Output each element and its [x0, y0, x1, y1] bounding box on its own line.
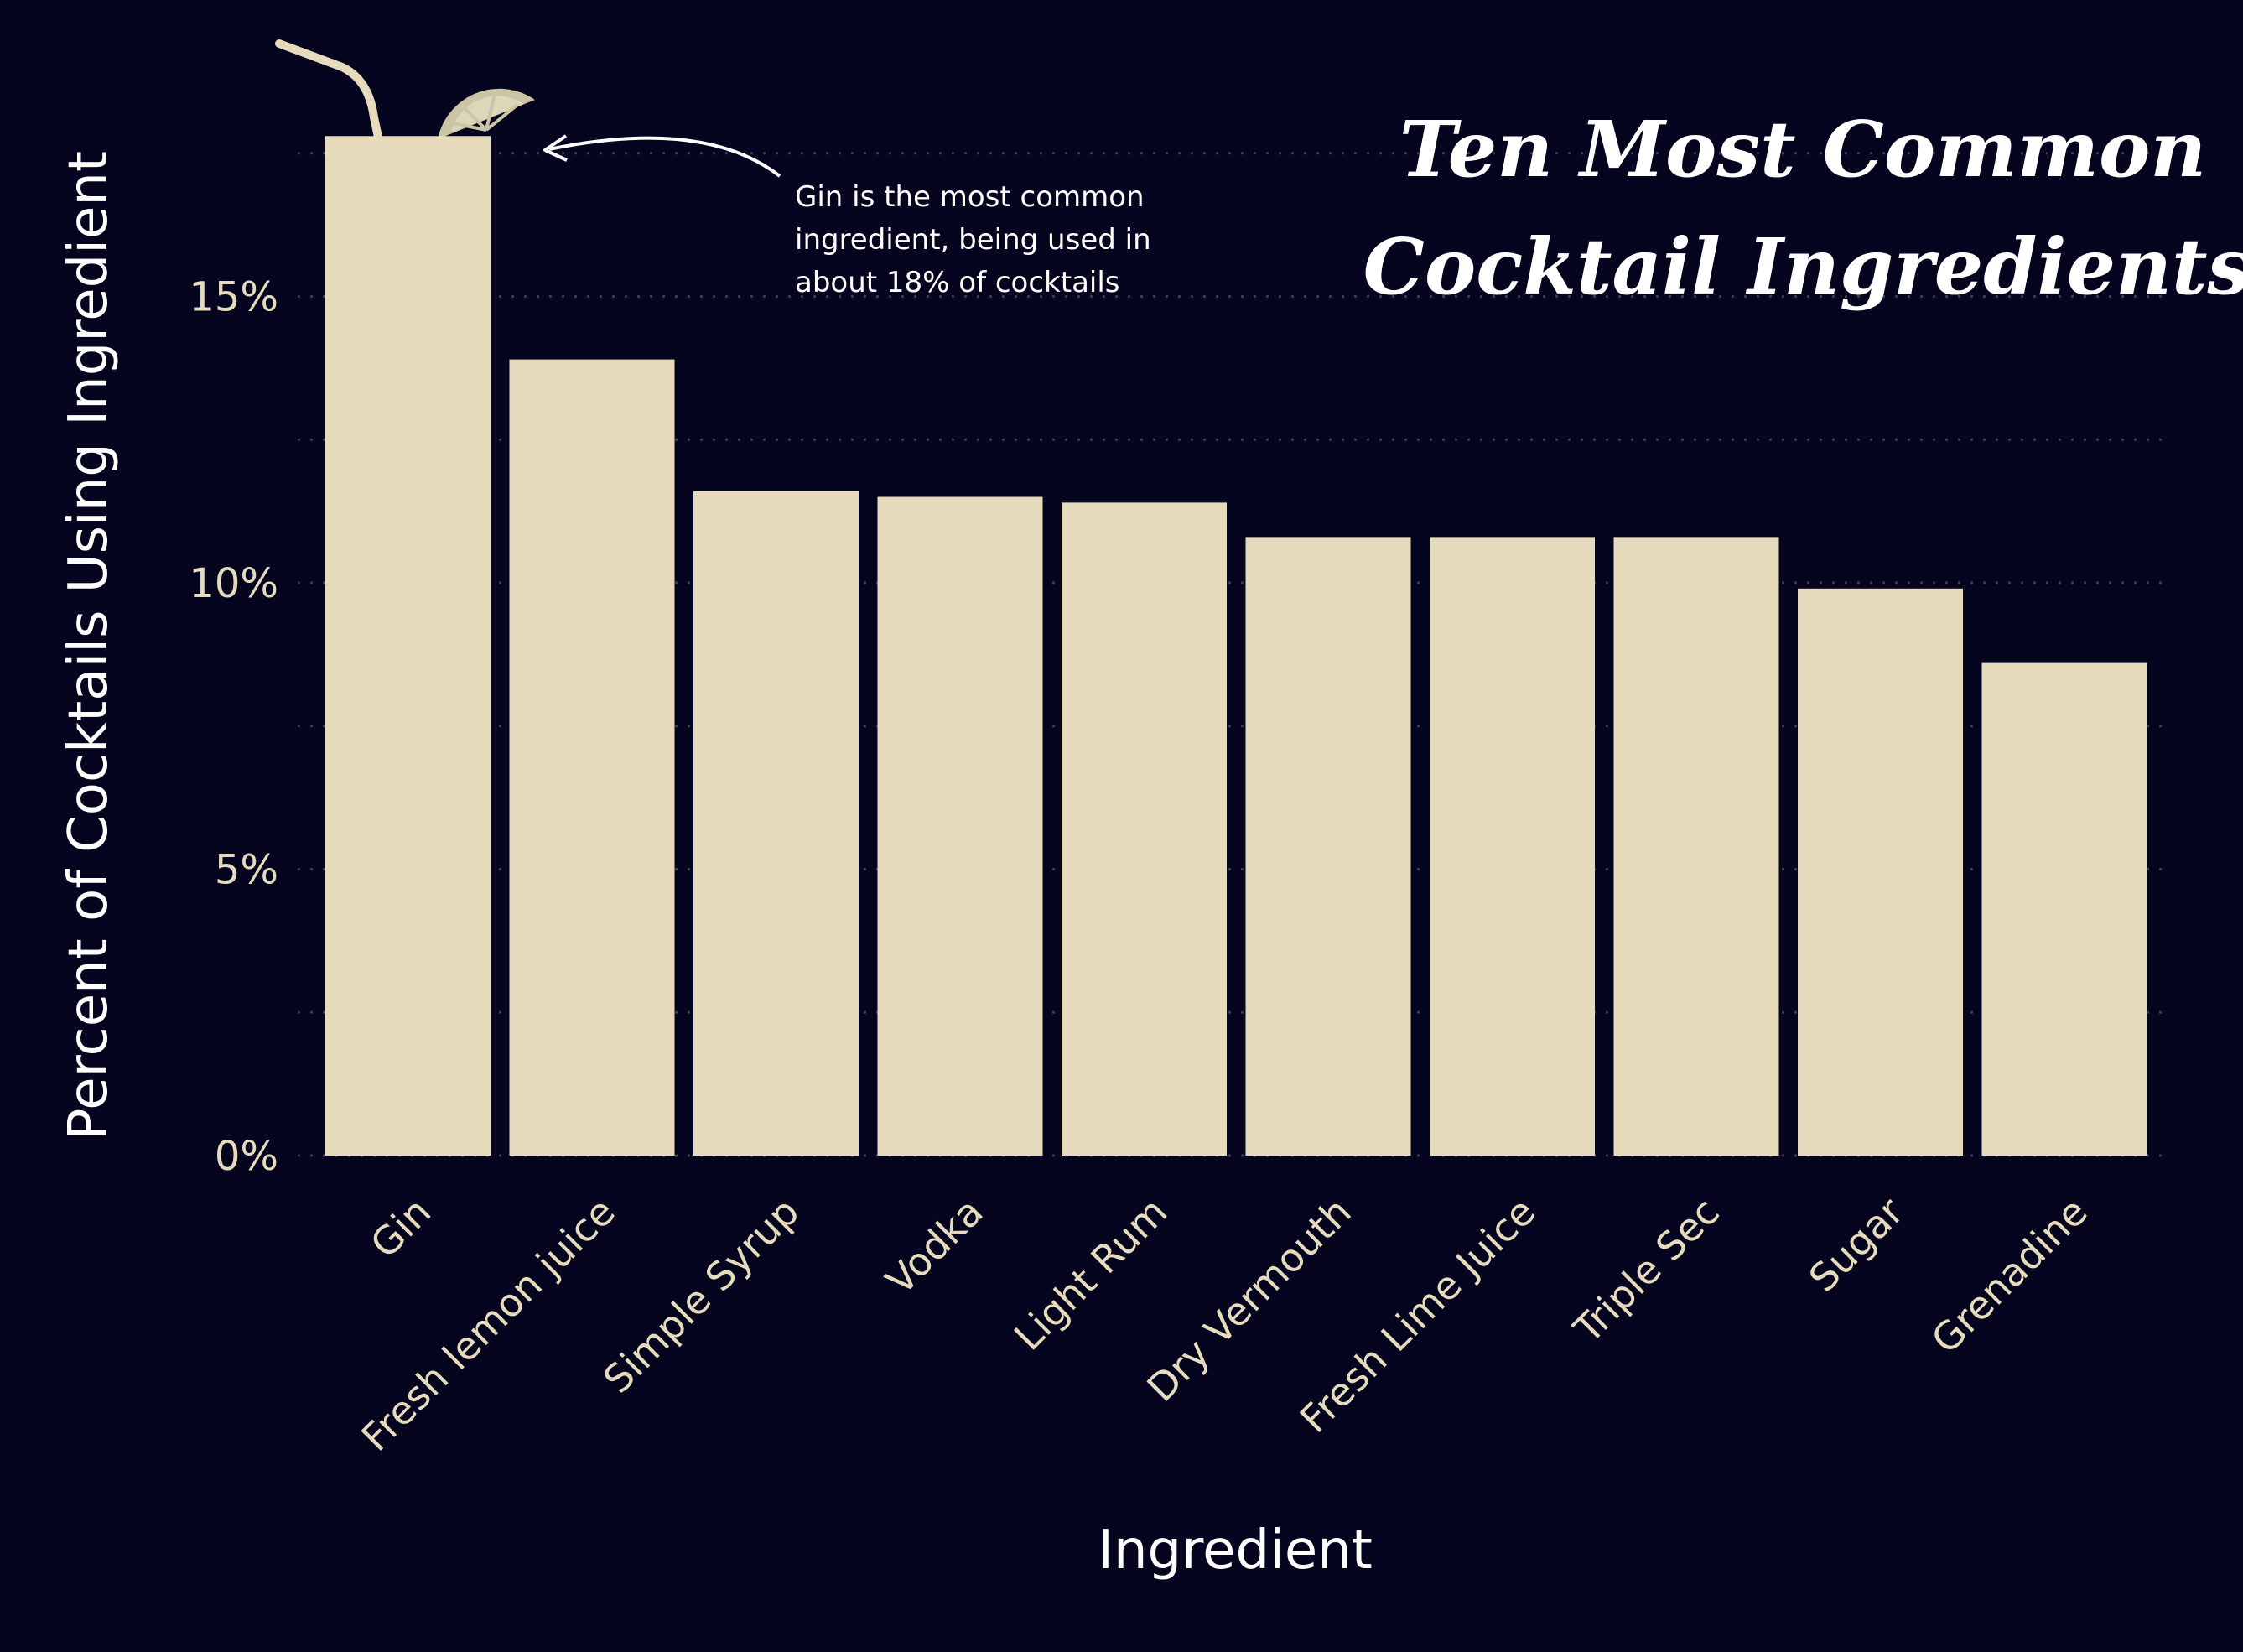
straw-icon: [275, 39, 383, 145]
y-tick-label: 10%: [189, 560, 278, 607]
bar: [1430, 537, 1595, 1156]
bar: [509, 359, 675, 1156]
bar: [1245, 537, 1411, 1156]
chart-title-line-2: Cocktail Ingredients: [1363, 221, 2243, 312]
bar: [325, 136, 491, 1156]
y-axis-ticks: 0% 5% 10% 15%: [189, 274, 278, 1181]
y-axis-title: Percent of Cocktails Using Ingredient: [58, 151, 120, 1140]
bars: [325, 136, 2147, 1156]
bar: [1613, 537, 1779, 1156]
y-tick-label: 0%: [215, 1133, 278, 1180]
bar: [1981, 662, 2147, 1156]
chart-title-line-1: Ten Most Common: [1399, 104, 2206, 195]
lime-wedge-icon: [438, 88, 535, 139]
annotation-line-3: about 18% of cocktails: [795, 266, 1120, 299]
annotation-arrowhead: [543, 134, 568, 162]
y-tick-label: 15%: [189, 274, 278, 321]
bar: [693, 491, 859, 1156]
gin-glass-decoration: [275, 39, 535, 145]
bar: [877, 496, 1043, 1156]
y-tick-label: 5%: [215, 847, 278, 894]
annotation-line-2: ingredient, being used in: [795, 223, 1151, 257]
x-axis-title: Ingredient: [1098, 1520, 1373, 1582]
bar: [1798, 588, 1963, 1156]
annotation-arrow: [548, 136, 781, 178]
bar: [1062, 502, 1227, 1156]
annotation-line-1: Gin is the most common: [795, 180, 1145, 214]
